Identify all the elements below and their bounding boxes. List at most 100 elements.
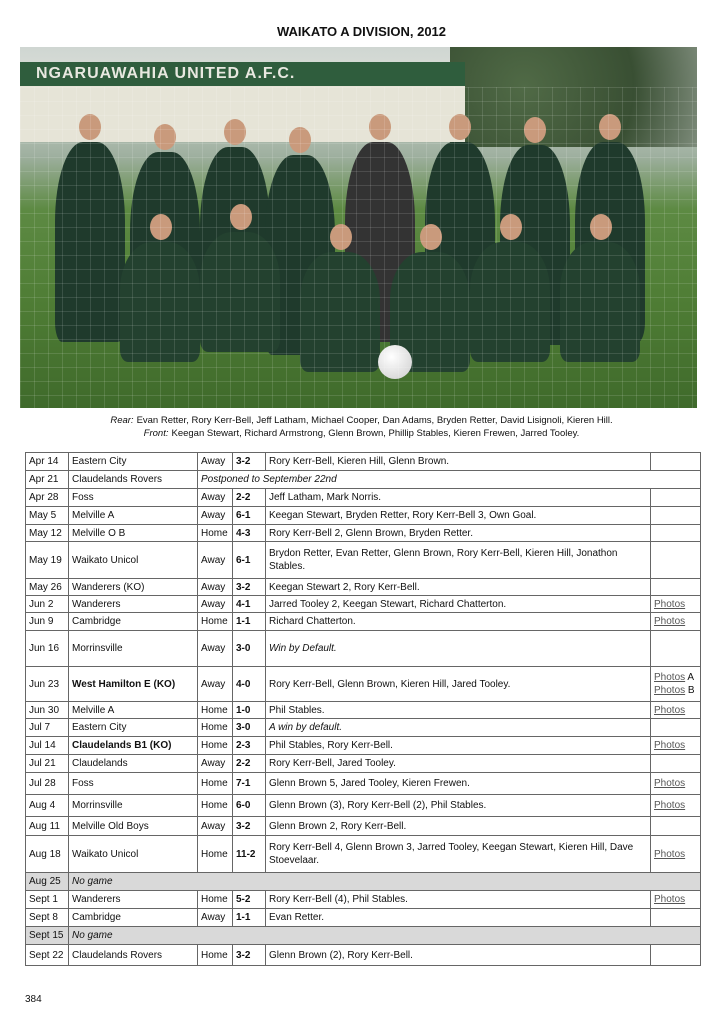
results-table: Apr 14 Eastern City Away 3-2 Rory Kerr-Bell,… — [25, 452, 701, 966]
table-row: Jul 7 Eastern City Home 3-0 A win by default… — [25, 718, 701, 737]
opponent: Claudelands — [68, 754, 198, 773]
score: 1-0 — [232, 701, 266, 719]
match-date: May 12 — [25, 524, 69, 542]
photos-cell — [650, 506, 701, 525]
player-head — [420, 224, 442, 250]
goal-scorers: Phil Stables, Rory Kerr-Bell. — [265, 736, 651, 755]
opponent: Wanderers — [68, 890, 198, 909]
opponent: Eastern City — [68, 718, 198, 737]
venue: Away — [197, 666, 233, 702]
photos-cell — [650, 578, 701, 596]
photos-link[interactable]: Photos — [654, 740, 686, 751]
opponent: Waikato Unicol — [68, 835, 198, 873]
caption-front-names: Keegan Stewart, Richard Armstrong, Glenn… — [171, 428, 580, 439]
table-row: Aug 4 Morrinsville Home 6-0 Glenn Brown (3),… — [25, 794, 701, 817]
caption-rear: Rear: Evan Retter, Rory Kerr-Bell, Jeff L… — [0, 415, 723, 426]
player-head — [449, 114, 471, 140]
opponent: Morrinsville — [68, 630, 198, 667]
photos-link[interactable]: Photos — [654, 848, 686, 860]
photos-link[interactable]: Photos — [654, 778, 686, 789]
table-row: Jun 23 West Hamilton E (KO) Away 4-0 Rory Ke… — [25, 666, 701, 702]
photos-link[interactable]: Photos — [654, 598, 686, 610]
photos-cell — [650, 630, 701, 667]
photos-link[interactable]: Photos — [654, 704, 686, 716]
venue: Home — [197, 794, 233, 817]
score: 3-0 — [232, 630, 266, 667]
trees — [450, 47, 697, 147]
table-row: Sept 15 No game — [25, 926, 701, 945]
opponent: Waikato Unicol — [68, 541, 198, 579]
match-date: Sept 22 — [25, 944, 69, 966]
photos-entry: Photos A — [654, 672, 695, 683]
goal-scorers: Rory Kerr-Bell 4, Glenn Brown 3, Jarred … — [265, 835, 651, 873]
table-row: May 26 Wanderers (KO) Away 3-2 Keegan Stewar… — [25, 578, 701, 596]
match-date: Jul 7 — [25, 718, 69, 737]
score: 11-2 — [232, 835, 266, 873]
player-head — [224, 119, 246, 145]
match-date: Sept 8 — [25, 908, 69, 927]
venue: Home — [197, 890, 233, 909]
score: 7-1 — [232, 772, 266, 795]
opponent: Claudelands Rovers — [68, 944, 198, 966]
table-row: Sept 8 Cambridge Away 1-1 Evan Retter. — [25, 908, 701, 927]
player-head — [289, 127, 311, 153]
score: 2-3 — [232, 736, 266, 755]
venue: Away — [197, 578, 233, 596]
club-sign: NGARUAWAHIA UNITED A.F.C. — [20, 62, 465, 86]
venue: Away — [197, 754, 233, 773]
match-date: May 5 — [25, 506, 69, 525]
goal-scorers: Keegan Stewart 2, Rory Kerr-Bell. — [265, 578, 651, 596]
match-date: Aug 11 — [25, 816, 69, 836]
score: 6-1 — [232, 541, 266, 579]
photos-link[interactable]: Photos — [654, 685, 686, 696]
player-front — [120, 242, 200, 362]
match-date: Jul 14 — [25, 736, 69, 755]
opponent: Melville Old Boys — [68, 816, 198, 836]
goal-scorers: Jeff Latham, Mark Norris. — [265, 488, 651, 507]
score: 3-0 — [232, 718, 266, 737]
goal-scorers: Evan Retter. — [265, 908, 651, 927]
photos-link[interactable]: Photos — [654, 894, 686, 905]
score: 6-1 — [232, 506, 266, 525]
photos-entry: Photos — [654, 704, 697, 717]
goal-scorers: Glenn Brown (2), Rory Kerr-Bell. — [265, 944, 651, 966]
no-game-note: No game — [68, 872, 701, 891]
table-row: Jun 16 Morrinsville Away 3-0 Win by Default. — [25, 630, 701, 667]
opponent: Foss — [68, 488, 198, 507]
score: 3-2 — [232, 578, 266, 596]
table-row: May 5 Melville A Away 6-1 Keegan Stewart, Br… — [25, 506, 701, 525]
goal-scorers: Glenn Brown (3), Rory Kerr-Bell (2), Phi… — [265, 794, 651, 817]
photos-cell — [650, 754, 701, 773]
photos-cell: Photos — [650, 595, 701, 613]
score: 3-2 — [232, 944, 266, 966]
match-date: Aug 25 — [25, 872, 69, 891]
opponent: West Hamilton E (KO) — [68, 666, 198, 702]
venue: Away — [197, 452, 233, 471]
match-date: Apr 28 — [25, 488, 69, 507]
player-rear — [55, 142, 125, 342]
photos-entry: Photos — [654, 799, 697, 812]
photos-cell — [650, 816, 701, 836]
opponent: Cambridge — [68, 908, 198, 927]
match-date: Jul 21 — [25, 754, 69, 773]
venue: Away — [197, 488, 233, 507]
photos-link[interactable]: Photos — [654, 800, 686, 811]
venue: Away — [197, 541, 233, 579]
table-row: Aug 18 Waikato Unicol Home 11-2 Rory Kerr-Be… — [25, 835, 701, 873]
goal-scorers: Win by Default. — [265, 630, 651, 667]
opponent: Morrinsville — [68, 794, 198, 817]
player-head — [230, 204, 252, 230]
player-head — [590, 214, 612, 240]
photos-cell: Photos — [650, 612, 701, 631]
match-date: Jun 23 — [25, 666, 69, 702]
soccer-ball — [378, 345, 412, 379]
player-head — [524, 117, 546, 143]
photos-link[interactable]: Photos — [654, 672, 686, 683]
photos-cell: Photos — [650, 701, 701, 719]
photos-link[interactable]: Photos — [654, 616, 686, 627]
player-front — [300, 252, 380, 372]
player-head — [79, 114, 101, 140]
photos-entry: Photos — [654, 777, 697, 790]
score: 3-2 — [232, 816, 266, 836]
table-row: May 12 Melville O B Home 4-3 Rory Kerr-Bell … — [25, 524, 701, 542]
